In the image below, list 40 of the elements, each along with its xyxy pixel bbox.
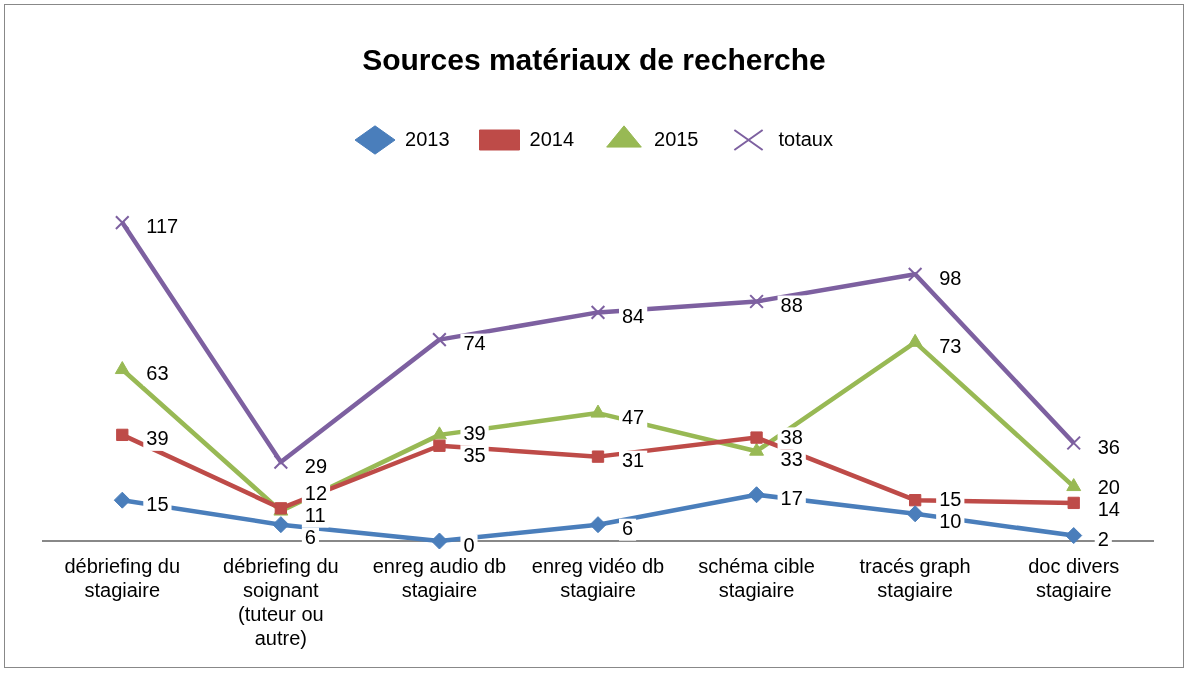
x-tick-label: enreg audio db stagiaire: [372, 554, 507, 601]
x-tick-label: tracés graph stagiaire: [859, 554, 971, 601]
data-label: 31: [622, 449, 645, 472]
data-label: 39: [146, 427, 169, 450]
legend-label: 2013: [405, 127, 450, 150]
data-label: 11: [304, 504, 326, 527]
x-tick-label: doc divers stagiaire: [1028, 554, 1120, 601]
data-label: 74: [463, 332, 486, 355]
data-label: 117: [146, 215, 179, 238]
legend-label: 2014: [529, 127, 575, 150]
x-tick-label: enreg vidéo db stagiaire: [531, 554, 665, 601]
data-label: 15: [939, 488, 962, 511]
data-label: 36: [1097, 435, 1120, 458]
data-label: 84: [622, 304, 645, 327]
data-label: 33: [780, 447, 803, 470]
data-label: 6: [304, 526, 316, 549]
data-label: 17: [780, 487, 803, 510]
data-label: 73: [939, 334, 962, 357]
chart-title: Sources matériaux de recherche: [361, 43, 827, 77]
x-tick-label: débriefing du soignant (tuteur ou autre): [223, 554, 339, 649]
data-label: 20: [1097, 476, 1120, 499]
data-label: 35: [463, 443, 486, 466]
data-label: 6: [622, 517, 634, 540]
data-label: 10: [939, 510, 962, 533]
x-tick-label: schéma cible stagiaire: [698, 554, 815, 601]
data-label: 39: [463, 421, 486, 444]
data-label: 15: [146, 492, 169, 515]
data-label: 12: [304, 482, 328, 505]
data-label: 88: [780, 294, 803, 317]
data-label: 29: [304, 454, 328, 477]
legend-label: totaux: [778, 127, 833, 150]
legend-label: 2015: [654, 127, 699, 150]
data-label: 98: [939, 266, 962, 289]
x-tick-label: débriefing du stagiaire: [64, 554, 181, 601]
data-label: 63: [146, 362, 169, 385]
data-label: 47: [622, 405, 645, 428]
data-label: 38: [780, 425, 803, 448]
data-label: 2: [1097, 528, 1109, 551]
data-label: 14: [1097, 498, 1120, 521]
data-label: 0: [463, 533, 475, 556]
